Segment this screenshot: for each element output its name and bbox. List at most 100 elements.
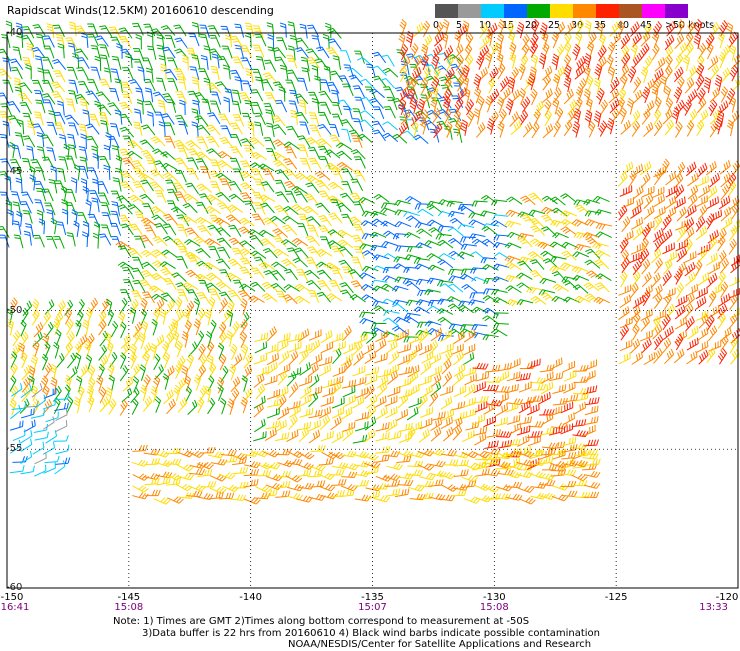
wind-barb	[0, 135, 9, 148]
wind-barb	[240, 139, 254, 149]
wind-barb	[266, 123, 274, 137]
wind-barb	[254, 354, 266, 364]
wind-barb	[143, 352, 150, 368]
wind-barb	[163, 374, 169, 390]
wind-barb	[443, 427, 453, 441]
wind-barb	[641, 67, 647, 83]
wind-barb	[267, 408, 279, 418]
wind-barb	[239, 218, 254, 226]
wind-barb	[179, 100, 185, 115]
wind-barb	[436, 234, 452, 240]
wind-barb	[383, 68, 398, 77]
wind-barb	[323, 387, 335, 397]
wind-barb	[652, 44, 659, 60]
wind-barb	[131, 291, 143, 303]
wind-barb	[351, 257, 362, 269]
wind-barb	[210, 475, 226, 482]
wind-barb	[507, 232, 523, 237]
wind-barb	[230, 147, 243, 158]
wind-barb	[317, 292, 331, 302]
wind-barb	[585, 459, 600, 466]
wind-barb	[506, 286, 522, 293]
wind-barb	[484, 448, 500, 454]
wind-barb	[228, 182, 241, 193]
wind-barb	[341, 354, 353, 366]
wind-barb	[46, 237, 57, 249]
wind-barb	[27, 121, 35, 135]
wind-barb	[572, 419, 586, 427]
wind-barb	[387, 463, 403, 469]
wind-barb	[254, 333, 267, 342]
wind-barb	[30, 175, 36, 191]
wind-barb	[352, 366, 364, 376]
wind-barb	[718, 348, 726, 364]
wind-barb	[485, 52, 491, 68]
wind-barb	[279, 87, 285, 102]
wind-barb	[289, 341, 301, 352]
wind-barb	[523, 122, 532, 137]
wind-barb	[300, 24, 308, 38]
wind-barb	[653, 324, 662, 339]
wind-barb	[620, 238, 628, 254]
wind-barb	[462, 430, 474, 441]
wind-barb	[331, 268, 343, 280]
wind-barb	[10, 399, 16, 415]
wind-barb	[251, 268, 264, 279]
wind-barb	[134, 322, 142, 337]
wind-barb	[150, 170, 164, 179]
wind-barb	[384, 311, 400, 316]
wind-barb	[667, 21, 676, 36]
wind-barb	[641, 309, 653, 321]
wind-barb	[454, 469, 468, 476]
wind-barbs-layer	[0, 19, 740, 504]
wind-barb	[662, 229, 672, 243]
wind-barb	[318, 146, 331, 157]
wind-barb	[399, 366, 413, 375]
wind-barb	[563, 412, 574, 424]
wind-barb	[332, 397, 344, 408]
wind-barb	[226, 215, 241, 224]
wind-barb	[549, 372, 563, 381]
wind-barb	[476, 122, 485, 137]
wind-barb	[321, 342, 333, 353]
wind-barb	[309, 113, 319, 126]
wind-barb	[342, 359, 351, 374]
note-line-2: 3)Data buffer is 22 hrs from 20160610 4)…	[113, 628, 600, 640]
wind-barb	[651, 249, 661, 263]
wind-barb	[0, 235, 9, 247]
wind-barb	[497, 97, 504, 113]
wind-barb	[630, 22, 639, 37]
wind-barb	[234, 24, 243, 37]
wind-barb	[43, 462, 55, 473]
wind-barb	[542, 443, 558, 449]
wind-barb	[493, 313, 508, 319]
wind-barb	[708, 305, 719, 318]
wind-barb	[429, 353, 440, 365]
wind-barb	[641, 173, 650, 188]
wind-barb	[233, 169, 244, 181]
wind-barb	[593, 243, 609, 249]
wind-barb	[214, 218, 230, 225]
wind-barb	[265, 93, 277, 105]
wind-barb	[719, 20, 727, 36]
wind-barb	[10, 405, 20, 419]
wind-barb	[498, 440, 512, 448]
wind-barb	[573, 285, 588, 294]
wind-barb	[264, 375, 277, 385]
wind-barb	[58, 44, 65, 59]
wind-barb	[111, 211, 120, 224]
wind-barb	[574, 402, 585, 414]
wind-barb	[476, 54, 484, 70]
wind-barb	[182, 283, 198, 290]
wind-barb	[284, 169, 298, 179]
wind-barb	[483, 416, 495, 427]
wind-barb	[462, 284, 477, 292]
wind-barb	[707, 186, 717, 200]
wind-barb	[491, 200, 507, 206]
wind-barb	[43, 311, 51, 326]
wind-barb	[232, 321, 239, 337]
wind-barb	[164, 366, 174, 380]
wind-barb	[270, 216, 286, 224]
wind-barb	[583, 370, 595, 381]
wind-barb	[266, 421, 280, 429]
